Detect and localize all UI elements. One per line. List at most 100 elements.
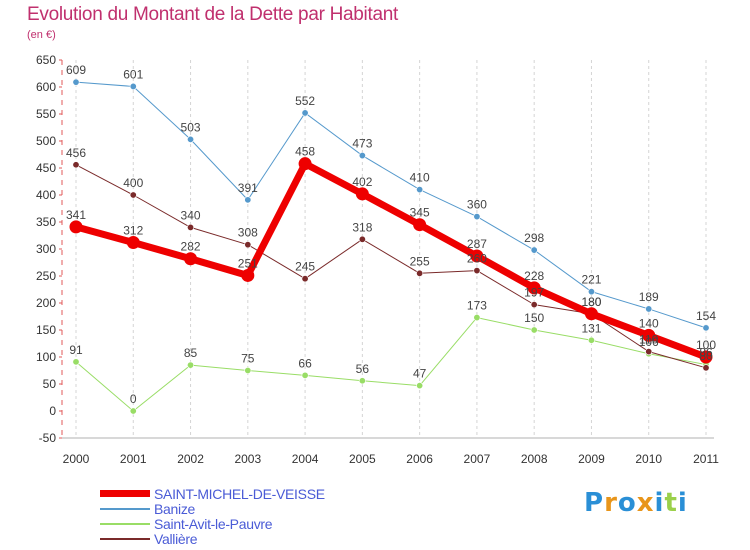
y-tick-label: -50 [39, 431, 57, 445]
series-group [69, 78, 713, 415]
data-label: 308 [238, 226, 258, 240]
data-point [587, 336, 595, 344]
data-label: 140 [639, 316, 659, 330]
data-point [129, 82, 137, 90]
data-point [301, 109, 309, 117]
data-point [470, 249, 484, 263]
y-tick-label: 600 [36, 80, 56, 94]
data-point [642, 328, 656, 342]
y-tick-label: 650 [36, 53, 56, 67]
logo-letter: i [654, 488, 665, 518]
data-label: 180 [581, 295, 601, 309]
data-point [358, 152, 366, 160]
data-point [355, 187, 369, 201]
data-label: 552 [295, 94, 315, 108]
data-label: 47 [413, 367, 427, 381]
x-tick-label: 2011 [693, 452, 719, 466]
logo-letter: r [604, 488, 618, 518]
data-label: 110 [639, 333, 658, 347]
chart-title: Evolution du Montant de la Dette par Hab… [27, 4, 398, 25]
y-tick-label: 400 [36, 188, 56, 202]
data-point [244, 196, 252, 204]
data-label: 260 [467, 252, 487, 266]
chart-unit: (en €) [27, 29, 56, 41]
x-tick-label: 2007 [464, 452, 491, 466]
x-tick-label: 2003 [234, 452, 261, 466]
data-point [129, 407, 137, 415]
series-line [75, 164, 707, 369]
logo-letter: x [636, 488, 655, 518]
data-point [699, 350, 713, 364]
data-label: 410 [410, 171, 430, 185]
proxiti-logo: Proxiti [584, 488, 688, 518]
x-tick-label: 2005 [349, 452, 376, 466]
data-label: 189 [639, 290, 659, 304]
series-line [75, 317, 707, 412]
data-point [530, 246, 538, 254]
data-point [416, 382, 424, 390]
data-label: 345 [410, 206, 430, 220]
legend-label: Saint-Avit-le-Pauvre [154, 515, 273, 532]
data-point [645, 305, 653, 313]
data-label: 66 [298, 356, 312, 370]
data-label: 221 [581, 273, 601, 287]
y-tick-label: 250 [36, 269, 56, 283]
data-point [530, 326, 538, 334]
data-point [416, 269, 424, 277]
data-point [358, 377, 366, 385]
x-tick-label: 2006 [406, 452, 433, 466]
legend-swatch [100, 522, 150, 525]
data-label: 91 [69, 343, 83, 357]
axes: -50 0 50 100 150 200 250 300 350 400 450 500 550 600 6… [36, 53, 719, 466]
logo-letter: P [584, 488, 605, 518]
data-point [473, 213, 481, 221]
grid [75, 60, 707, 438]
data-label: 251 [238, 256, 258, 270]
logo-letter: o [617, 488, 637, 518]
data-point [244, 241, 252, 249]
data-label: 402 [352, 175, 372, 189]
data-label: 106 [639, 335, 659, 349]
data-label: 473 [352, 137, 372, 151]
data-label: 255 [410, 254, 430, 268]
data-label: 154 [696, 309, 716, 323]
data-point [358, 235, 366, 243]
data-point [187, 135, 195, 143]
data-point [241, 268, 255, 282]
data-point [184, 252, 198, 266]
data-point [584, 307, 598, 321]
legend-label: Vallière [154, 530, 198, 547]
data-point [72, 358, 80, 366]
series-line [75, 81, 707, 329]
data-label: 131 [581, 321, 601, 335]
data-point [587, 288, 595, 296]
data-label: 100 [696, 338, 716, 352]
legend-item: Vallière [100, 530, 198, 547]
y-tick-label: 300 [36, 242, 56, 256]
data-point [527, 281, 541, 295]
data-label: 197 [524, 286, 544, 300]
legend-label: SAINT-MICHEL-DE-VEISSE [154, 485, 325, 502]
data-label: 150 [524, 311, 544, 325]
legend-label: Banize [154, 500, 196, 517]
logo-letter: t [664, 488, 678, 518]
data-label: 503 [181, 120, 201, 134]
data-label: 298 [524, 231, 544, 245]
data-point [69, 220, 83, 234]
data-label: 360 [467, 198, 487, 212]
x-tick-label: 2002 [177, 452, 204, 466]
data-point [416, 186, 424, 194]
y-tick-label: 50 [43, 377, 57, 391]
data-label: 318 [352, 220, 372, 234]
data-point [298, 157, 312, 171]
data-label: 56 [356, 362, 370, 376]
legend-item: Banize [100, 500, 196, 517]
legend-swatch [100, 507, 150, 510]
y-tick-label: 100 [36, 350, 56, 364]
data-label: 85 [184, 346, 198, 360]
x-tick-label: 2001 [120, 452, 147, 466]
data-point [187, 223, 195, 231]
data-point [473, 314, 481, 322]
